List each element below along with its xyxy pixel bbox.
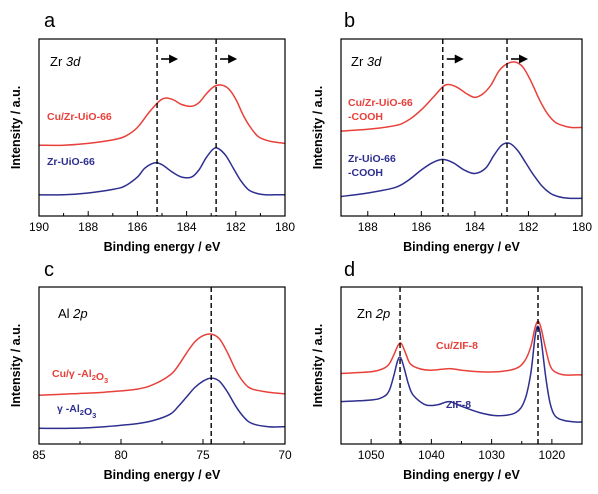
x-axis-title: Binding energy / eV: [104, 468, 221, 482]
panel-letter: a: [44, 10, 56, 32]
y-axis-title: Intensity / a.u.: [9, 86, 23, 169]
shift-arrow-icon: [519, 54, 529, 64]
spectrum-line-red-series: [38, 333, 286, 397]
series-label-blue: ZIF-8: [446, 399, 471, 411]
x-axis-title: Binding energy / eV: [403, 240, 520, 254]
spectrum-line-cu-zif-8: [340, 320, 582, 376]
core-level-label: Zr 3d: [50, 54, 81, 69]
spectrum-line-zif-8: [340, 325, 583, 423]
spectrum-line-zr-uio-66-cooh: [340, 142, 583, 200]
series-label-red: Cu/γ -Al2O3: [52, 368, 108, 385]
y-axis-title: Intensity / a.u.: [9, 324, 23, 407]
core-level-label: Zn 2p: [357, 306, 390, 321]
series-label-red: Cu/Zr-UiO-66: [348, 97, 413, 109]
panel-d: d 1050 1040 1030 1020 Binding energy / eV Inte…: [311, 259, 583, 482]
x-tick-label: 188: [358, 220, 378, 234]
spectrum-line-blue-series: [38, 377, 286, 430]
panel-letter: d: [344, 259, 355, 281]
panel-letter: b: [344, 10, 355, 32]
x-tick-label: 186: [127, 220, 147, 234]
panel-c: c 85 80 75 70 Binding energy / eV Intensity / …: [9, 259, 292, 482]
series-label-blue: γ -Al2O3: [57, 403, 96, 420]
x-axis-title: Binding energy / eV: [104, 240, 221, 254]
shift-arrow-icon: [169, 54, 179, 64]
series-label-red: -COOH: [348, 111, 383, 123]
plot-frame: [340, 38, 583, 217]
x-tick-label: 182: [226, 220, 246, 234]
series-label-blue: -COOH: [348, 167, 383, 179]
x-tick-label: 1040: [418, 448, 445, 462]
series-label-red: Cu/ZIF-8: [436, 340, 478, 352]
x-tick-label: 190: [29, 220, 49, 234]
y-axis-title: Intensity / a.u.: [311, 324, 325, 407]
spectrum-line-zr-uio-66: [38, 147, 285, 196]
x-tick-label: 1050: [358, 448, 385, 462]
spectrum-line-cu-zr-uio-66-cooh: [340, 61, 583, 132]
x-tick-label: 184: [465, 220, 485, 234]
core-level-label: Zr 3d: [351, 54, 382, 69]
x-tick-label: 85: [32, 448, 46, 462]
x-tick-label: 80: [114, 448, 128, 462]
x-tick-label: 180: [572, 220, 592, 234]
x-tick-label: 182: [518, 220, 538, 234]
x-tick-label: 75: [196, 448, 210, 462]
y-axis-title: Intensity / a.u.: [311, 86, 325, 169]
series-label-blue: Zr-UiO-66: [47, 156, 95, 168]
spectrum-line-cu-zr-uio-66: [38, 84, 286, 147]
panel-letter: c: [44, 259, 54, 281]
x-tick-label: 184: [177, 220, 197, 234]
shift-arrow-icon: [454, 54, 464, 64]
x-tick-label: 1030: [478, 448, 505, 462]
core-level-label: Al 2p: [58, 306, 88, 321]
x-tick-label: 188: [78, 220, 98, 234]
x-axis-title: Binding energy / eV: [403, 468, 520, 482]
x-tick-label: 1020: [539, 448, 566, 462]
panel-b: b 188 186 184 182 180 Binding energy / eV Inten…: [311, 10, 592, 254]
shift-arrow-icon: [228, 54, 238, 64]
panel-a: a 190 188 186 184 182 180 Binding energy / eV In…: [9, 10, 295, 254]
x-tick-label: 186: [411, 220, 431, 234]
x-tick-label: 180: [275, 220, 295, 234]
series-label-blue: Zr-UiO-66: [348, 153, 396, 165]
x-tick-label: 70: [278, 448, 292, 462]
series-label-red: Cu/Zr-UiO-66: [47, 111, 112, 123]
